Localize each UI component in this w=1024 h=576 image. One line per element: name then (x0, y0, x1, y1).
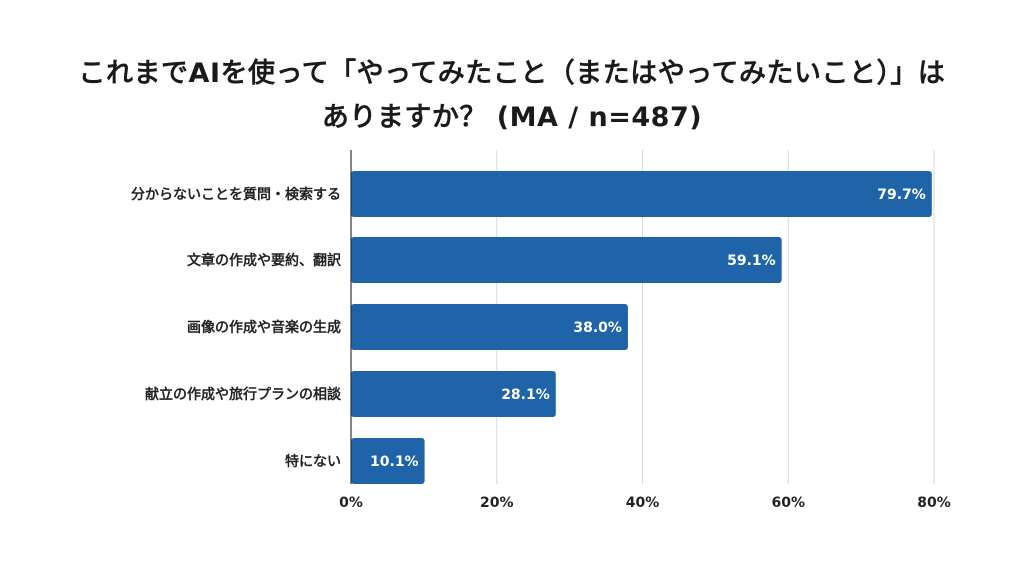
x-tick-label: 0% (339, 495, 363, 511)
chart-title-line-1: これまでAIを使って「やってみたこと（またはやってみたいこと）」は (78, 58, 946, 89)
x-tick-label: 80% (917, 495, 951, 511)
data-label: 79.7% (877, 187, 926, 203)
bar (351, 438, 425, 484)
x-tick-label: 40% (626, 495, 660, 511)
category-label: 文章の作成や要約、翻訳 (187, 252, 342, 269)
x-tick-label: 20% (480, 495, 514, 511)
bar (351, 171, 932, 217)
x-tick-label: 60% (771, 495, 805, 511)
chart-title: これまでAIを使って「やってみたこと（またはやってみたいこと）」は ありますか？… (0, 52, 1024, 140)
data-label: 38.0% (573, 320, 622, 336)
category-label: 特にない (285, 453, 341, 470)
data-label: 10.1% (370, 454, 419, 470)
data-label: 28.1% (501, 387, 550, 403)
chart-title-line-2: ありますか？ (MA / n=487) (321, 102, 703, 133)
category-label: 献立の作成や旅行プランの相談 (145, 386, 342, 403)
bar (351, 304, 628, 350)
category-label: 画像の作成や音楽の生成 (187, 319, 341, 336)
category-label: 分からないことを質問・検索する (131, 186, 341, 203)
bar (351, 237, 782, 283)
bar (351, 371, 556, 417)
data-label: 59.1% (727, 253, 776, 269)
